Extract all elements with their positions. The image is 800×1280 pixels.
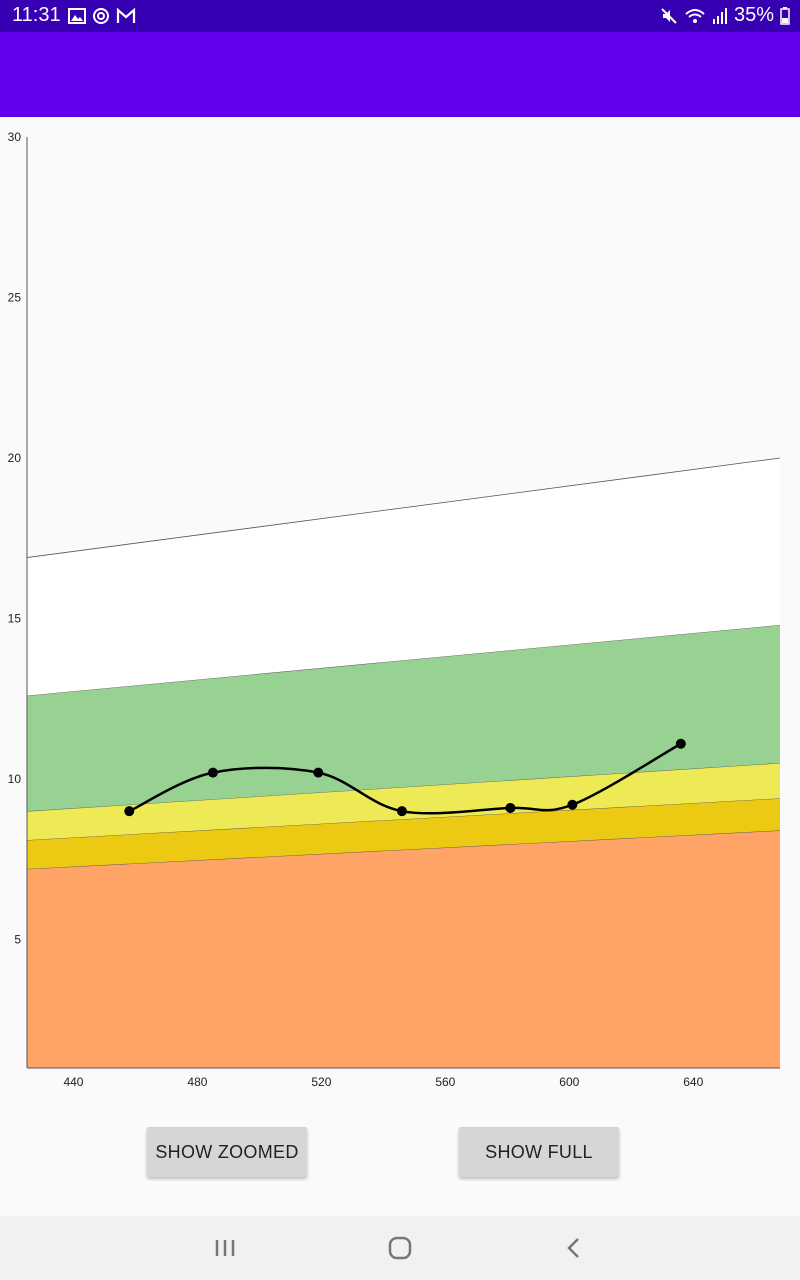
y-tick-label: 15 (8, 612, 22, 626)
back-icon[interactable] (562, 1232, 586, 1264)
chart-band-3 (27, 624, 780, 812)
navigation-bar (0, 1216, 800, 1280)
y-tick-label: 30 (8, 130, 22, 144)
x-tick-label: 480 (187, 1075, 207, 1089)
y-tick-label: 20 (8, 451, 22, 465)
x-tick-label: 640 (683, 1075, 703, 1089)
signal-icon (712, 7, 727, 24)
y-tick-label: 10 (8, 772, 22, 786)
app-bar (0, 32, 800, 117)
chart-band-2 (27, 763, 780, 841)
chart-band-0 (27, 830, 780, 1068)
gmail-icon (116, 7, 136, 23)
x-tick-label: 440 (63, 1075, 83, 1089)
data-point (505, 802, 516, 813)
chart-band-1 (27, 798, 780, 869)
data-point (396, 806, 407, 817)
battery-icon (780, 6, 790, 25)
status-bar: 11:31 35% (0, 0, 800, 32)
battery-percent: 35% (733, 4, 774, 26)
data-point (207, 767, 218, 778)
show-full-button[interactable]: SHOW FULL (459, 1127, 619, 1177)
chart-band-boundary-4 (26, 457, 781, 558)
home-icon[interactable] (386, 1232, 414, 1264)
data-point (675, 738, 686, 749)
show-zoomed-button[interactable]: SHOW ZOOMED (147, 1127, 307, 1177)
chart: 5 10 15 20 25 30 440 480 520 560 600 640 (8, 130, 781, 1089)
mute-icon (661, 7, 677, 24)
x-tick-label: 520 (311, 1075, 331, 1089)
data-point (313, 767, 324, 778)
chart-band-4 (27, 458, 780, 696)
y-tick-label: 25 (8, 291, 22, 305)
sync-icon (93, 8, 109, 24)
status-time: 11:31 (12, 4, 61, 26)
x-tick-label: 600 (559, 1075, 579, 1089)
wifi-icon (685, 8, 705, 23)
data-point (567, 799, 578, 810)
image-icon (68, 8, 86, 24)
recents-icon[interactable] (212, 1232, 238, 1264)
y-tick-label: 5 (14, 933, 21, 947)
data-point (124, 806, 135, 817)
x-tick-label: 560 (435, 1075, 455, 1089)
